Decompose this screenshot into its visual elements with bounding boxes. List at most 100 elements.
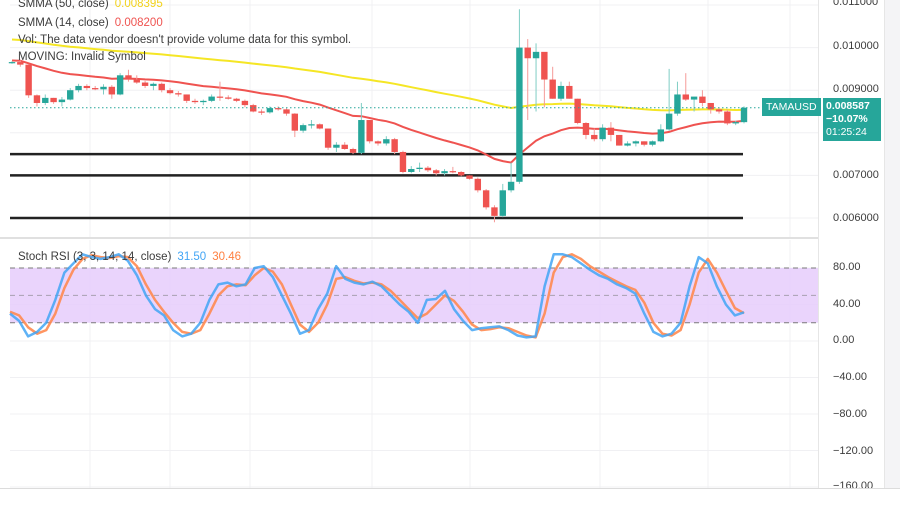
- candle-bearish[interactable]: [582, 122, 590, 140]
- candle-bearish[interactable]: [574, 98, 581, 125]
- candle-bullish[interactable]: [557, 81, 565, 101]
- candle-bearish[interactable]: [250, 103, 257, 113]
- candle-bearish[interactable]: [283, 108, 290, 116]
- candle-bearish[interactable]: [399, 150, 407, 174]
- candle-bullish[interactable]: [649, 140, 656, 147]
- candle-bearish[interactable]: [541, 51, 548, 108]
- candle-bullish[interactable]: [732, 120, 739, 126]
- candle-bearish[interactable]: [324, 128, 332, 150]
- candle-bullish[interactable]: [333, 142, 340, 152]
- candle-bearish[interactable]: [233, 97, 240, 103]
- candle-bullish[interactable]: [266, 106, 274, 114]
- candle-bearish[interactable]: [715, 108, 723, 114]
- candle-bullish[interactable]: [499, 183, 506, 218]
- candle-bearish[interactable]: [175, 91, 182, 97]
- candle-bearish[interactable]: [549, 66, 556, 99]
- candle-bearish[interactable]: [433, 169, 440, 176]
- candle-bullish[interactable]: [208, 94, 215, 103]
- candle-bullish[interactable]: [58, 97, 66, 107]
- smma50-line: [11, 38, 745, 112]
- candle-bullish[interactable]: [674, 81, 681, 116]
- legend-volume-message: Vol: The data vendor doesn't provide vol…: [18, 34, 352, 46]
- candle-bearish[interactable]: [216, 81, 224, 101]
- candle-bearish[interactable]: [457, 171, 465, 177]
- candle-bullish[interactable]: [100, 84, 107, 95]
- candle-bullish[interactable]: [441, 169, 448, 176]
- stoch-k-line: [9, 253, 745, 339]
- candle-bearish[interactable]: [25, 64, 32, 98]
- candle-bearish[interactable]: [133, 75, 140, 84]
- time-axis[interactable]: [0, 488, 900, 501]
- candle-bullish[interactable]: [42, 94, 49, 106]
- candle-bearish[interactable]: [566, 81, 573, 99]
- candle-bearish[interactable]: [391, 137, 398, 155]
- candle-bearish[interactable]: [482, 189, 490, 210]
- candle-bullish[interactable]: [383, 136, 390, 146]
- candle-bullish[interactable]: [516, 9, 523, 184]
- candle-bearish[interactable]: [366, 120, 373, 144]
- candle-bullish[interactable]: [599, 124, 606, 142]
- candle-bearish[interactable]: [258, 109, 265, 115]
- candle-bearish[interactable]: [699, 90, 706, 107]
- candle-bearish[interactable]: [33, 94, 41, 107]
- candle-bullish[interactable]: [740, 106, 748, 124]
- candle-bearish[interactable]: [274, 106, 282, 111]
- candle-bearish[interactable]: [724, 109, 731, 126]
- candle-bearish[interactable]: [682, 73, 689, 101]
- oscillator-pane[interactable]: [9, 253, 818, 339]
- candle-bearish[interactable]: [707, 102, 714, 114]
- candle-bearish[interactable]: [91, 85, 99, 91]
- candle-bearish[interactable]: [491, 205, 498, 223]
- candle-bearish[interactable]: [474, 177, 482, 193]
- candle-bearish[interactable]: [424, 166, 432, 172]
- candle-bullish[interactable]: [416, 162, 423, 172]
- candle-bearish[interactable]: [225, 95, 232, 100]
- candle-bearish[interactable]: [607, 122, 615, 142]
- candle-bearish[interactable]: [191, 98, 199, 104]
- candle-bearish[interactable]: [125, 69, 132, 82]
- candle-bearish[interactable]: [524, 39, 531, 121]
- legend-smma50-value: 0.008395: [114, 0, 163, 10]
- candle-bullish[interactable]: [408, 166, 415, 174]
- candle-bullish[interactable]: [657, 124, 665, 143]
- candle-bearish[interactable]: [241, 99, 249, 108]
- candle-bearish[interactable]: [50, 97, 57, 104]
- candle-bearish[interactable]: [158, 82, 165, 93]
- candle-bullish[interactable]: [200, 99, 207, 106]
- candle-bearish[interactable]: [591, 128, 598, 142]
- candle-bearish[interactable]: [183, 94, 190, 103]
- candle-bearish[interactable]: [108, 85, 116, 99]
- candle-bearish[interactable]: [349, 147, 357, 155]
- candle-bearish[interactable]: [374, 140, 382, 146]
- candle-bullish[interactable]: [150, 82, 157, 91]
- candle-bearish[interactable]: [341, 142, 348, 150]
- right-scroll-strip[interactable]: [884, 0, 900, 488]
- candle-bearish[interactable]: [616, 134, 623, 146]
- candle-bearish[interactable]: [291, 113, 299, 138]
- candle-bullish[interactable]: [67, 88, 74, 101]
- candle-bearish[interactable]: [141, 80, 149, 89]
- candle-bearish[interactable]: [640, 141, 648, 147]
- candle-bullish[interactable]: [624, 141, 631, 147]
- candle-bearish[interactable]: [166, 88, 174, 95]
- candle-bullish[interactable]: [75, 83, 82, 93]
- candle-bullish[interactable]: [8, 61, 16, 64]
- candle-bullish[interactable]: [665, 68, 673, 131]
- candle-bearish[interactable]: [449, 166, 457, 174]
- candle-bullish[interactable]: [116, 73, 124, 96]
- candle-bullish[interactable]: [308, 120, 315, 129]
- candle-bearish[interactable]: [466, 175, 473, 180]
- candle-bearish[interactable]: [17, 60, 24, 67]
- candle-bullish[interactable]: [690, 96, 698, 112]
- candle-bearish[interactable]: [83, 84, 91, 91]
- candle-bearish[interactable]: [316, 123, 323, 130]
- candle-bullish[interactable]: [632, 140, 640, 147]
- price-axis[interactable]: 0.011000 0.010000 0.009000 0.007000 0.00…: [818, 0, 885, 492]
- candle-bullish[interactable]: [299, 123, 307, 133]
- price-pane[interactable]: [8, 9, 818, 223]
- candle-bullish[interactable]: [358, 102, 365, 155]
- candle-bullish[interactable]: [507, 162, 515, 193]
- candle-bullish[interactable]: [532, 43, 540, 112]
